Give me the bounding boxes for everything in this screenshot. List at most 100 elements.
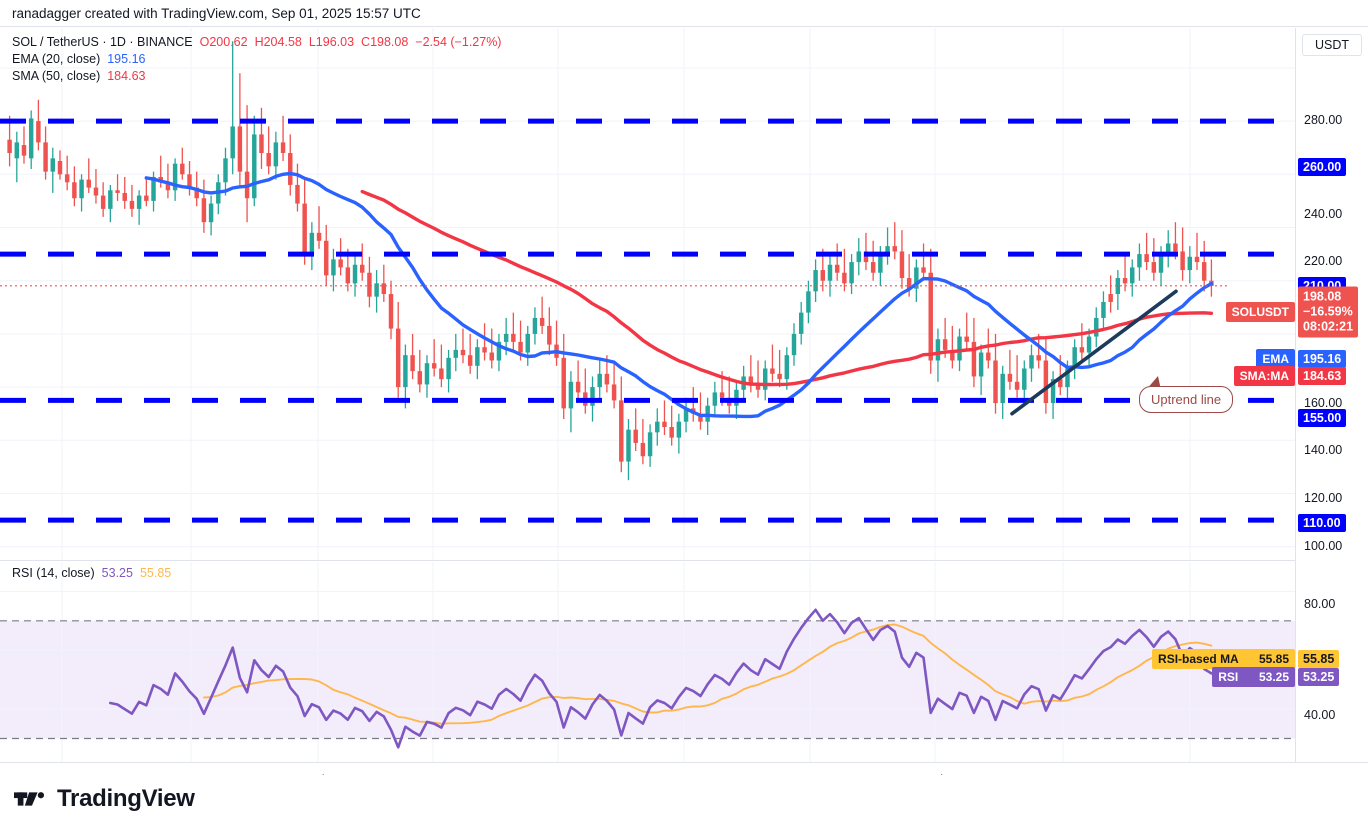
price-axis[interactable]: USDT 280.00240.00220.00180.00160.00140.0… — [1295, 28, 1368, 762]
tag-ema[interactable]: EMA — [1256, 349, 1295, 369]
candle-body — [208, 203, 214, 223]
axis-unit-box[interactable]: USDT — [1302, 34, 1362, 56]
candle-body — [1194, 256, 1200, 263]
candle-body — [906, 278, 912, 289]
rsi-pane[interactable]: RSI (14, close) 53.25 55.85 RSI-based MA 5… — [0, 562, 1295, 762]
tag-rsi[interactable]: RSI 53.25 — [1212, 667, 1295, 687]
candle-body — [1165, 243, 1171, 255]
candle-body — [439, 368, 444, 380]
legend-sma-row[interactable]: SMA (50, close) 184.63 — [12, 68, 501, 85]
candle-body — [359, 264, 365, 273]
candle-body — [1050, 379, 1056, 404]
candle-body — [655, 421, 660, 433]
candle-body — [518, 341, 523, 353]
candle-body — [993, 360, 998, 404]
candle-body — [1158, 254, 1164, 273]
pane-separator — [0, 560, 1295, 561]
candle-body — [496, 341, 502, 361]
candle-body — [1151, 262, 1157, 273]
candle-body — [547, 325, 552, 345]
candle-body — [388, 294, 394, 329]
legend-h-label: H — [254, 35, 264, 49]
candle-body — [21, 145, 27, 156]
price-pane[interactable]: SOL / TetherUS · 1D · BINANCE O200.62 H204… — [0, 28, 1295, 560]
candle-body — [575, 381, 581, 393]
candle-body — [1173, 243, 1178, 252]
rsi-band-fill — [0, 620, 1295, 739]
candle-body — [561, 357, 566, 409]
sma-price-badge: 184.63 — [1298, 367, 1347, 385]
candle-body — [338, 259, 343, 268]
candle-body — [93, 187, 99, 196]
candle-body — [928, 272, 933, 361]
tag-rsi-based-ma[interactable]: RSI-based MA 55.85 — [1152, 649, 1295, 669]
price-tick-label: 280.00 — [1304, 113, 1343, 127]
candle-body — [770, 368, 775, 374]
candle-body — [777, 373, 782, 380]
tag-solusdt[interactable]: SOLUSDT — [1225, 302, 1295, 322]
candle-body — [266, 153, 271, 167]
candle-body — [1101, 301, 1106, 318]
candle-body — [122, 192, 127, 201]
candle-body — [734, 389, 739, 406]
ema-price-badge: 195.16 — [1298, 350, 1347, 368]
candle-body — [352, 264, 358, 284]
tag-sma-ma[interactable]: SMA:MA — [1233, 366, 1295, 386]
tag-rsi-ma-label: RSI-based MA — [1158, 652, 1239, 666]
candle-body — [151, 176, 156, 201]
attribution-text: ranadagger created with TradingView.com,… — [12, 5, 421, 21]
candle-body — [367, 272, 372, 297]
candle-body — [57, 161, 63, 175]
legend-ema-label: EMA (20, close) — [12, 52, 101, 66]
legend-ema-row[interactable]: EMA (20, close) 195.16 — [12, 51, 501, 68]
sma-50-line — [360, 189, 1214, 387]
candle-body — [115, 190, 120, 193]
candle-body — [1043, 360, 1049, 404]
candle-body — [395, 328, 401, 388]
uptrend-callout[interactable]: Uptrend line — [1139, 386, 1234, 413]
candle-body — [309, 232, 315, 255]
candle-body — [14, 142, 20, 159]
rsi-legend[interactable]: RSI (14, close) 53.25 55.85 — [12, 566, 171, 580]
candle-body — [849, 262, 854, 284]
candle-body — [921, 267, 926, 273]
candle-body — [1007, 373, 1013, 382]
candle-body — [1065, 368, 1070, 388]
candle-body — [43, 142, 48, 172]
rsi-ma-badge: 55.85 — [1298, 650, 1340, 668]
candle-body — [1144, 254, 1149, 263]
candle-body — [1058, 379, 1063, 388]
candle-body — [899, 251, 905, 279]
candle-body — [813, 270, 818, 292]
candle-body — [798, 312, 804, 334]
tradingview-logo[interactable]: TradingView — [14, 785, 195, 813]
candle-body — [1072, 347, 1077, 369]
candle-body — [252, 134, 257, 199]
footer: TradingView — [0, 775, 1368, 826]
candle-body — [165, 182, 171, 191]
legend-h-value: 204.58 — [263, 35, 302, 49]
candle-body — [1022, 368, 1027, 390]
candle-body — [640, 442, 646, 457]
price-tick-label: 240.00 — [1304, 207, 1343, 221]
candle-body — [626, 429, 631, 462]
candle-body — [784, 355, 790, 380]
candle-body — [590, 387, 595, 406]
candle-body — [719, 392, 725, 398]
rsi-legend-value: 53.25 — [101, 566, 133, 580]
candle-body — [885, 246, 890, 255]
candle-body — [453, 349, 459, 358]
candle-body — [431, 363, 437, 369]
rsi-chart-svg — [0, 562, 1295, 762]
candle-body — [417, 371, 423, 385]
candle-body — [662, 421, 667, 427]
price-tick-label: 140.00 — [1304, 443, 1343, 457]
legend-symbol-row[interactable]: SOL / TetherUS · 1D · BINANCE O200.62 H204… — [12, 34, 501, 51]
candle-body — [611, 384, 617, 401]
last-price-badge: 198.08 −16.59% 08:02:21 — [1298, 286, 1359, 338]
candle-body — [791, 333, 797, 356]
candle-body — [324, 240, 329, 276]
candle-body — [633, 429, 638, 443]
candle-body — [1000, 373, 1005, 404]
